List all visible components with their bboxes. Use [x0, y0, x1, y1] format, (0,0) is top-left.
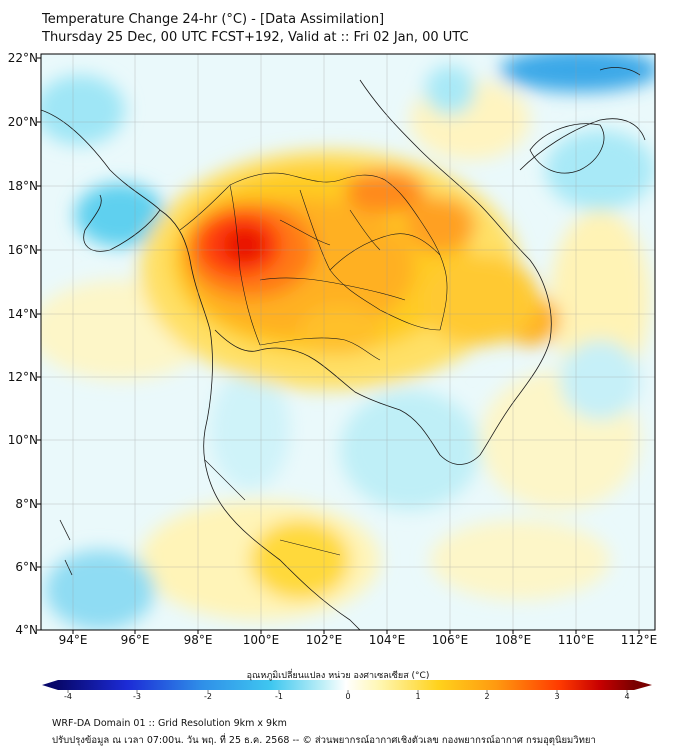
lat-label: 8°N — [15, 497, 38, 511]
axis-ticks — [37, 57, 640, 634]
temperature-field — [41, 54, 655, 630]
chart-subtitle: Thursday 25 Dec, 00 UTC FCST+192, Valid … — [42, 30, 469, 45]
colorbar-max-arrow — [634, 680, 652, 690]
lat-label: 22°N — [7, 51, 38, 65]
lon-label: 100°E — [242, 633, 280, 647]
lon-label: 104°E — [368, 633, 406, 647]
chart-title: Temperature Change 24-hr (°C) - [Data As… — [42, 12, 385, 27]
lat-label: 6°N — [15, 560, 38, 574]
lat-label: 16°N — [7, 243, 38, 257]
colorbar-tick-label: -4 — [64, 692, 72, 701]
colorbar-tick-label: -1 — [275, 692, 283, 701]
lon-label: 96°E — [120, 633, 150, 647]
graticule — [41, 54, 655, 630]
colorbar-tick-label: 1 — [415, 692, 421, 701]
lon-label: 98°E — [183, 633, 213, 647]
lat-label: 14°N — [7, 307, 38, 321]
lat-label: 12°N — [7, 370, 38, 384]
colorbar-tick-label: 4 — [624, 692, 630, 701]
lon-label: 110°E — [557, 633, 595, 647]
coastlines — [41, 67, 646, 630]
lat-label: 4°N — [15, 623, 38, 637]
map-frame — [40, 53, 656, 631]
colorbar-tick-label: -3 — [133, 692, 141, 701]
country-borders — [179, 172, 448, 556]
lat-label: 18°N — [7, 179, 38, 193]
lon-label: 102°E — [305, 633, 343, 647]
colorbar-tick-label: 3 — [554, 692, 560, 701]
colorbar — [58, 680, 634, 690]
lat-label: 10°N — [7, 433, 38, 447]
colorbar-min-arrow — [42, 680, 58, 690]
colorbar-tick-label: -2 — [204, 692, 212, 701]
lon-label: 108°E — [494, 633, 532, 647]
footer-credit: ปรับปรุงข้อมูล ณ เวลา 07:00น. วัน พฤ. ที… — [52, 735, 596, 746]
footer-model-info: WRF-DA Domain 01 :: Grid Resolution 9km … — [52, 718, 287, 729]
lon-label: 94°E — [58, 633, 88, 647]
colorbar-ticks — [67, 690, 628, 693]
colorbar-title: อุณหภูมิเปลี่ยนแปลง หน่วย องศาเซลเซียส (… — [246, 671, 430, 681]
lat-label: 20°N — [7, 115, 38, 129]
colorbar-tick-label: 2 — [484, 692, 490, 701]
lon-label: 106°E — [431, 633, 469, 647]
lon-label: 112°E — [620, 633, 658, 647]
colorbar-tick-label: 0 — [345, 692, 351, 701]
